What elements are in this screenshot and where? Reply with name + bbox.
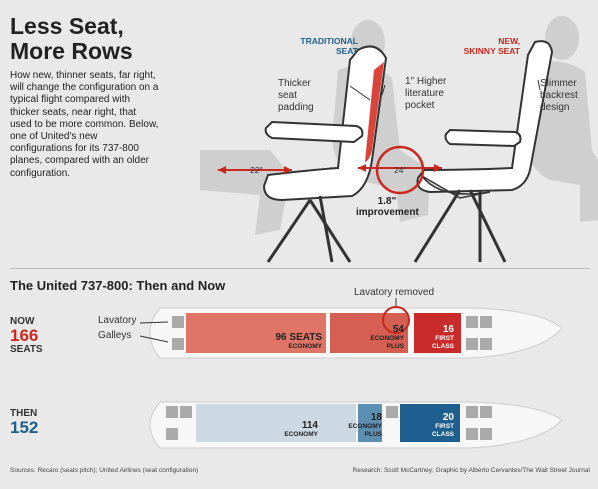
callout-padding-line3: padding [278,102,314,113]
then-economy-class: ECONOMY [284,431,318,438]
now-first-class1: FIRST [435,335,454,342]
intro-text: How new, thinner seats, far right, will … [10,70,159,179]
skinny-seat-label: NEW, SKINNY SEAT [436,36,520,56]
now-plus-label: 54 ECONOMY PLUS [340,324,404,351]
then-plus-class1: ECONOMY [348,423,382,430]
callout-backrest: Slimmer backrest design [540,78,578,114]
title-line-2: More Rows [10,38,133,64]
now-first-block [414,313,461,353]
now-plus-class1: ECONOMY [370,335,404,342]
pitch-old-label: 22" [250,165,263,175]
skinny-seat-label-line2: SKINNY SEAT [463,46,520,56]
then-plus-label: 18 ECONOMY PLUS [338,412,382,439]
then-first-class2: CLASS [431,431,454,438]
page-title: Less Seat, More Rows [10,14,170,64]
traditional-seat-label: TRADITIONAL SEAT [286,36,358,56]
improvement-label: improvement [356,207,419,218]
callout-pocket-line2: literature [405,88,444,99]
then-lavatory-galley-icons [166,406,492,440]
traditional-seat [262,45,388,263]
now-first-label: 16 FIRST CLASS [414,324,454,351]
then-economy-seats: 114 [301,420,318,431]
now-first-seats: 16 [442,324,454,335]
callout-backrest-line3: design [540,102,570,113]
skinny-seat [413,40,554,263]
lavatory-removed-label: Lavatory removed [354,287,435,298]
then-economy-label: 114 ECONOMY [270,420,318,439]
callout-padding: Thicker seat padding [278,78,314,114]
then-first-class1: FIRST [435,423,454,430]
callout-pocket-line3: pocket [405,100,435,111]
now-plus-seats: 54 [392,324,404,335]
improvement-circle [375,145,425,195]
then-first-label: 20 FIRST CLASS [414,412,454,439]
callout-padding-line1: Thicker [278,78,311,89]
traditional-seat-label-line1: TRADITIONAL [300,36,358,46]
then-label: THEN [10,408,38,419]
now-lavatory-galley-icons [172,316,492,350]
then-summary: THEN 152 [10,408,38,436]
now-plus-class2: PLUS [386,343,404,350]
now-economy-label: 96 SEATS ECONOMY [250,332,323,351]
footer-credits: Research: Scott McCartney; Graphic by Al… [352,467,590,474]
then-plus-class2: PLUS [364,431,382,438]
callout-pocket-line1: 1" Higher [405,76,447,87]
plane-diagrams [139,298,563,449]
lavatory-removed-circle [382,306,410,334]
pitch-new-label: 24" [394,165,407,175]
now-economy-seats: 96 SEATS [275,332,323,343]
section-divider [10,268,590,269]
seat-illustration [200,16,598,263]
traditional-seat-label-line2: SEAT [335,46,358,56]
now-unit: SEATS [10,344,43,355]
then-first-block [400,404,460,442]
then-first-seats: 20 [442,412,454,423]
callout-backrest-line2: backrest [540,90,578,101]
title-line-1: Less Seat, [10,13,124,39]
now-summary: NOW 166 SEATS [10,316,43,356]
pitch-arrows [218,145,442,195]
then-plus-block [358,404,382,442]
improvement-note: 1.8" improvement [356,196,419,218]
then-count: 152 [10,418,39,437]
then-economy-block [196,404,356,442]
improvement-value: 1.8" [377,196,397,207]
legend-galleys: Galleys [98,330,132,341]
skinny-seat-label-line1: NEW, [498,36,520,46]
callout-backrest-line1: Slimmer [540,78,577,89]
section-title: The United 737-800: Then and Now [10,278,226,293]
now-label: NOW [10,316,35,327]
callout-padding-line2: seat [278,90,297,101]
now-economy-block [186,313,326,353]
legend-lavatory: Lavatory [98,315,137,326]
now-economy-class: ECONOMY [288,343,322,350]
now-count: 166 [10,326,39,345]
footer-sources: Sources: Recaro (seats pitch); United Ai… [10,467,199,474]
callout-pocket: 1" Higher literature pocket [405,76,446,112]
now-first-class2: CLASS [431,343,454,350]
then-plus-seats: 18 [370,412,382,423]
